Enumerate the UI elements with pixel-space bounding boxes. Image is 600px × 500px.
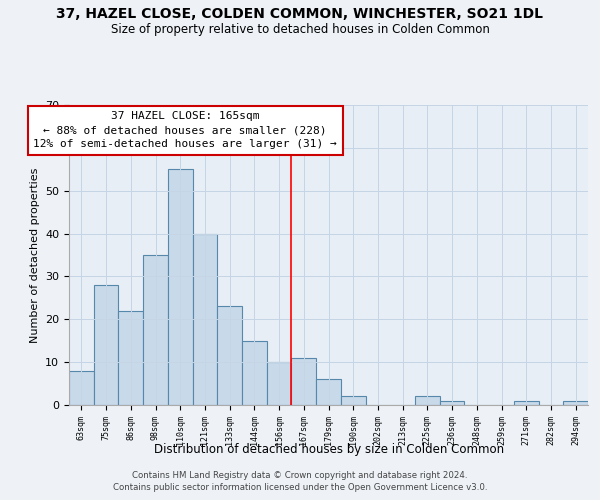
Bar: [292, 358, 316, 405]
Bar: [514, 400, 539, 405]
Y-axis label: Number of detached properties: Number of detached properties: [29, 168, 40, 342]
Text: 37, HAZEL CLOSE, COLDEN COMMON, WINCHESTER, SO21 1DL: 37, HAZEL CLOSE, COLDEN COMMON, WINCHEST…: [56, 8, 544, 22]
Bar: [143, 255, 168, 405]
Bar: [217, 306, 242, 405]
Bar: [563, 400, 588, 405]
Bar: [242, 340, 267, 405]
Text: Size of property relative to detached houses in Colden Common: Size of property relative to detached ho…: [110, 22, 490, 36]
Text: Distribution of detached houses by size in Colden Common: Distribution of detached houses by size …: [154, 442, 504, 456]
Bar: [440, 400, 464, 405]
Bar: [341, 396, 365, 405]
Text: Contains HM Land Registry data © Crown copyright and database right 2024.
Contai: Contains HM Land Registry data © Crown c…: [113, 471, 487, 492]
Bar: [415, 396, 440, 405]
Bar: [118, 310, 143, 405]
Bar: [267, 362, 292, 405]
Text: 37 HAZEL CLOSE: 165sqm
← 88% of detached houses are smaller (228)
12% of semi-de: 37 HAZEL CLOSE: 165sqm ← 88% of detached…: [33, 112, 337, 150]
Bar: [168, 170, 193, 405]
Bar: [316, 380, 341, 405]
Bar: [94, 285, 118, 405]
Bar: [69, 370, 94, 405]
Bar: [193, 234, 217, 405]
